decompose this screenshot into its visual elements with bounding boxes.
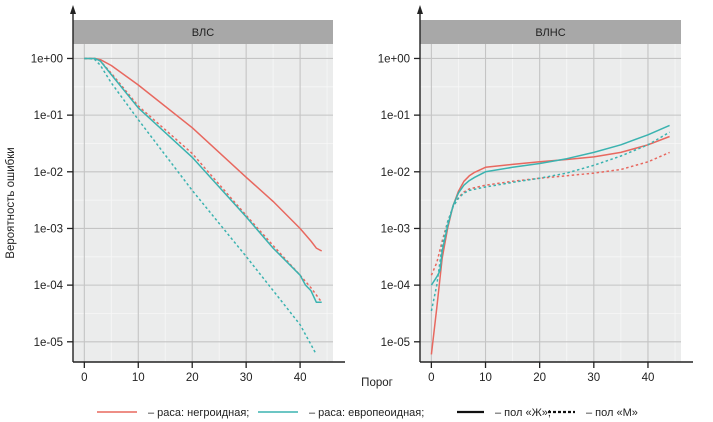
x-tick-label: 10 [479, 372, 492, 384]
y-tick-label: 1e-01 [381, 110, 410, 122]
x-tick-label: 20 [533, 372, 546, 384]
x-tick-label: 0 [428, 372, 434, 384]
y-axis-label: Вероятность ошибки [5, 147, 17, 258]
y-axis-arrow-icon [417, 5, 423, 14]
panel-0: ВЛС 0 10 20 30 40 1e+00 1e-01 1e-02 1e-03 1e-04 1e-… [31, 5, 345, 384]
series-line [84, 57, 323, 252]
y-axis-arrow-icon [70, 5, 76, 14]
series-line [84, 57, 317, 355]
series-line [84, 57, 322, 303]
legend-label: – раса: негроидная; [148, 407, 249, 419]
legend-label: – пол «М» [586, 407, 638, 419]
y-tick-label: 1e+00 [378, 53, 410, 65]
x-axis-label: Порог [361, 377, 393, 389]
panel-title: ВЛС [192, 27, 214, 39]
y-tick-label: 1e-03 [34, 223, 63, 235]
x-tick-label: 10 [132, 372, 145, 384]
y-tick-label: 1e-04 [34, 280, 64, 292]
y-tick-label: 1e+00 [31, 53, 63, 65]
series-line [84, 57, 323, 303]
y-tick-label: 1e-03 [381, 223, 410, 235]
legend-label: – раса: европеоидная; [309, 407, 424, 419]
x-tick-label: 40 [294, 372, 307, 384]
x-tick-label: 0 [81, 372, 87, 384]
legend-label: – пол «Ж»; [495, 407, 551, 419]
y-tick-label: 1e-04 [381, 280, 411, 292]
panel-1: ВЛНС 0 10 20 30 40 1e+00 1e-01 1e-02 1e-03 1e-04 1e… [378, 5, 693, 384]
panel-strip [73, 20, 333, 44]
series-line [430, 124, 670, 286]
series-line [430, 131, 670, 312]
panel-strip [420, 20, 681, 44]
y-tick-label: 1e-01 [34, 110, 63, 122]
x-tick-label: 20 [186, 372, 199, 384]
panel-background [420, 44, 681, 362]
y-tick-label: 1e-05 [381, 337, 410, 349]
x-tick-label: 40 [642, 372, 655, 384]
panel-title: ВЛНС [535, 27, 565, 39]
legend: – раса: негроидная; – раса: европеоидная;… [97, 407, 638, 419]
x-tick-label: 30 [587, 372, 600, 384]
y-tick-label: 1e-02 [381, 167, 410, 179]
y-tick-label: 1e-02 [34, 167, 63, 179]
y-tick-label: 1e-05 [34, 337, 63, 349]
series-line [430, 135, 670, 355]
x-tick-label: 30 [240, 372, 253, 384]
